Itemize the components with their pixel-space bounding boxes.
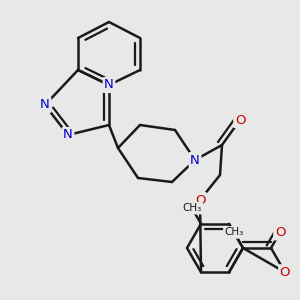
Text: O: O xyxy=(275,226,285,239)
Text: N: N xyxy=(63,128,73,142)
Text: O: O xyxy=(280,266,290,279)
Text: N: N xyxy=(190,154,200,166)
Text: O: O xyxy=(235,113,245,127)
Text: CH₃: CH₃ xyxy=(182,203,202,213)
Text: O: O xyxy=(195,194,205,206)
Text: CH₃: CH₃ xyxy=(224,227,244,237)
Text: N: N xyxy=(40,98,50,112)
Text: N: N xyxy=(104,79,114,92)
